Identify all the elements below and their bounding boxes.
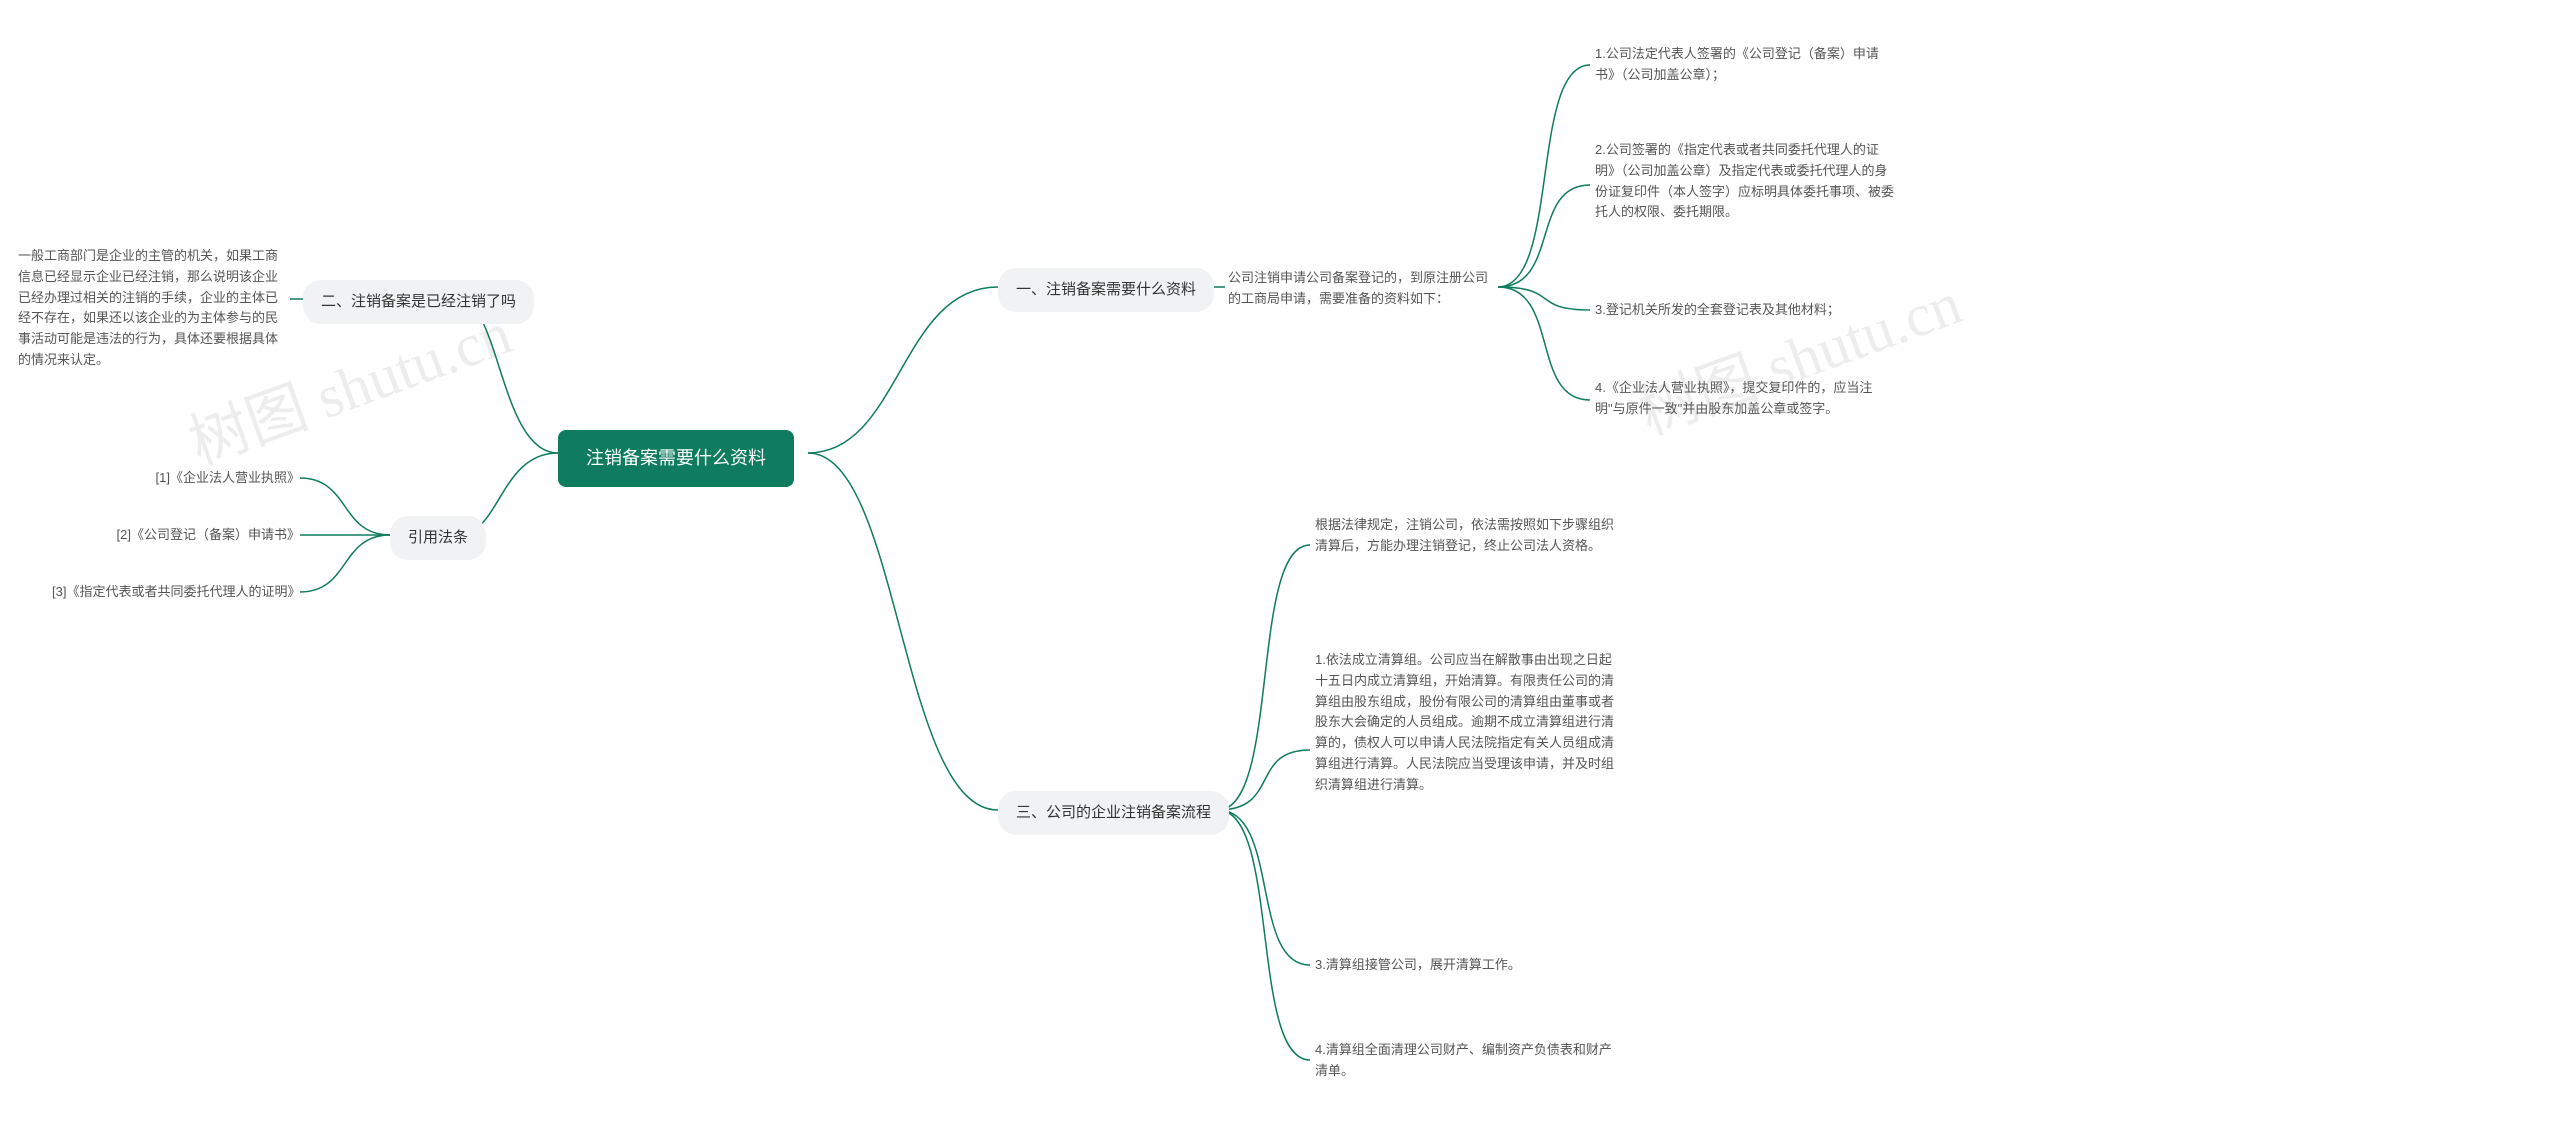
citation-3: [3]《指定代表或者共同委托代理人的证明》 [52,582,300,603]
materials-item-3: 3.登记机关所发的全套登记表及其他材料； [1595,300,1840,321]
process-item-3: 3.清算组接管公司，展开清算工作。 [1315,955,1521,976]
watermark: 树图 shutu.cn [1625,255,1971,452]
branch-already-cancelled[interactable]: 二、注销备案是已经注销了吗 [303,280,534,324]
connector-layer [0,0,2560,1141]
branch-materials-desc: 公司注销申请公司备案登记的，到原注册公司的工商局申请，需要准备的资料如下： [1228,268,1498,310]
root-node[interactable]: 注销备案需要什么资料 [558,430,794,487]
materials-item-2: 2.公司签署的《指定代表或者共同委托代理人的证明》（公司加盖公章）及指定代表或委… [1595,140,1895,223]
materials-item-1: 1.公司法定代表人签署的《公司登记（备案）申请书》（公司加盖公章）； [1595,44,1895,86]
citation-1: [1]《企业法人营业执照》 [145,468,300,489]
branch-process[interactable]: 三、公司的企业注销备案流程 [998,791,1229,835]
process-item-4: 4.清算组全面清理公司财产、编制资产负债表和财产清单。 [1315,1040,1615,1082]
process-item-1: 根据法律规定，注销公司，依法需按照如下步骤组织清算后，方能办理注销登记，终止公司… [1315,515,1615,557]
branch-materials[interactable]: 一、注销备案需要什么资料 [998,268,1214,312]
process-item-2: 1.依法成立清算组。公司应当在解散事由出现之日起十五日内成立清算组，开始清算。有… [1315,650,1615,796]
citation-2: [2]《公司登记（备案）申请书》 [100,525,300,546]
materials-item-4: 4.《企业法人营业执照》，提交复印件的，应当注明"与原件一致"并由股东加盖公章或… [1595,378,1895,420]
already-cancelled-desc: 一般工商部门是企业的主管的机关，如果工商信息已经显示企业已经注销，那么说明该企业… [18,246,290,371]
branch-citations[interactable]: 引用法条 [390,516,486,560]
